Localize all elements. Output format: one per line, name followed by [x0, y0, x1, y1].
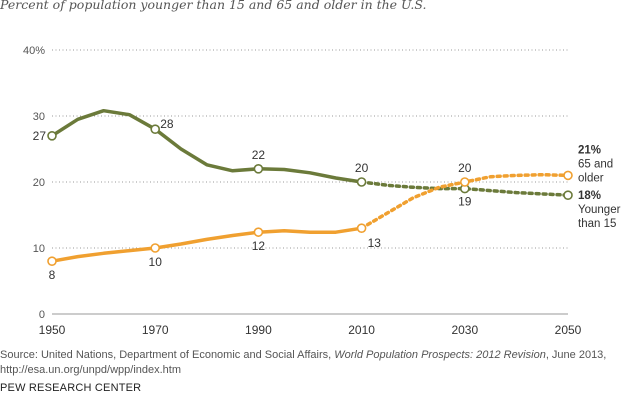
data-marker-65-and-older [150, 243, 160, 253]
end-label-65-and-older: 21% 65 and older [578, 144, 613, 184]
y-tick-label: 20 [33, 177, 45, 189]
x-tick-label: 1970 [142, 323, 169, 337]
x-tick-label: 2050 [555, 323, 582, 337]
data-marker-younger-than-15 [150, 124, 160, 134]
point-label: 20 [458, 161, 472, 175]
data-marker-65-and-older [253, 227, 264, 237]
point-label: 22 [252, 148, 266, 162]
x-tick-label: 1990 [245, 323, 272, 337]
x-tick-label: 1950 [39, 323, 66, 337]
data-marker-younger-than-15 [253, 164, 264, 174]
source-publication: World Population Prospects: 2012 Revisio… [334, 349, 546, 361]
organization-credit: PEW RESEARCH CENTER [0, 382, 142, 394]
point-label: 20 [355, 161, 369, 175]
end-label-text: than 15 [578, 218, 616, 230]
data-marker-65-and-older [47, 256, 57, 267]
point-label: 12 [252, 239, 266, 253]
source-url: http://esa.un.org/unpd/wpp/index.htm [0, 364, 182, 376]
end-label-text: 65 and [578, 158, 613, 170]
source-suffix: , June 2013, [545, 349, 607, 361]
data-marker-65-and-older [356, 223, 367, 233]
point-label: 8 [49, 268, 56, 282]
x-tick-label: 2030 [451, 323, 478, 337]
end-label-value: 21% [578, 144, 601, 156]
end-marker-65-and-older [563, 170, 573, 181]
point-label: 13 [368, 236, 382, 250]
point-label: 10 [149, 255, 163, 269]
point-label: 28 [160, 117, 174, 131]
y-tick-label: 30 [33, 111, 45, 123]
source-note: Source: United Nations, Department of Ec… [0, 348, 640, 378]
end-label-text: Younger [578, 204, 621, 216]
end-label-younger-than-15: 18% Younger than 15 [578, 190, 621, 230]
x-tick-label: 2010 [348, 323, 375, 337]
y-tick-label: 40% [23, 45, 45, 57]
chart-title: Percent of population younger than 15 an… [0, 0, 427, 12]
series-line-younger-than-15 [50, 108, 364, 184]
point-label: 19 [458, 195, 472, 209]
series-line-65-and-older [50, 226, 364, 263]
data-marker-younger-than-15 [47, 131, 57, 141]
point-label: 27 [33, 129, 47, 143]
source-prefix: Source: United Nations, Department of Ec… [0, 349, 335, 361]
end-label-text: older [578, 172, 604, 184]
end-label-value: 18% [578, 190, 601, 202]
end-marker-younger-than-15 [563, 190, 573, 200]
y-tick-label: 0 [39, 309, 45, 321]
data-marker-younger-than-15 [356, 177, 367, 187]
data-marker-65-and-older [459, 177, 470, 187]
y-tick-label: 10 [33, 243, 45, 255]
